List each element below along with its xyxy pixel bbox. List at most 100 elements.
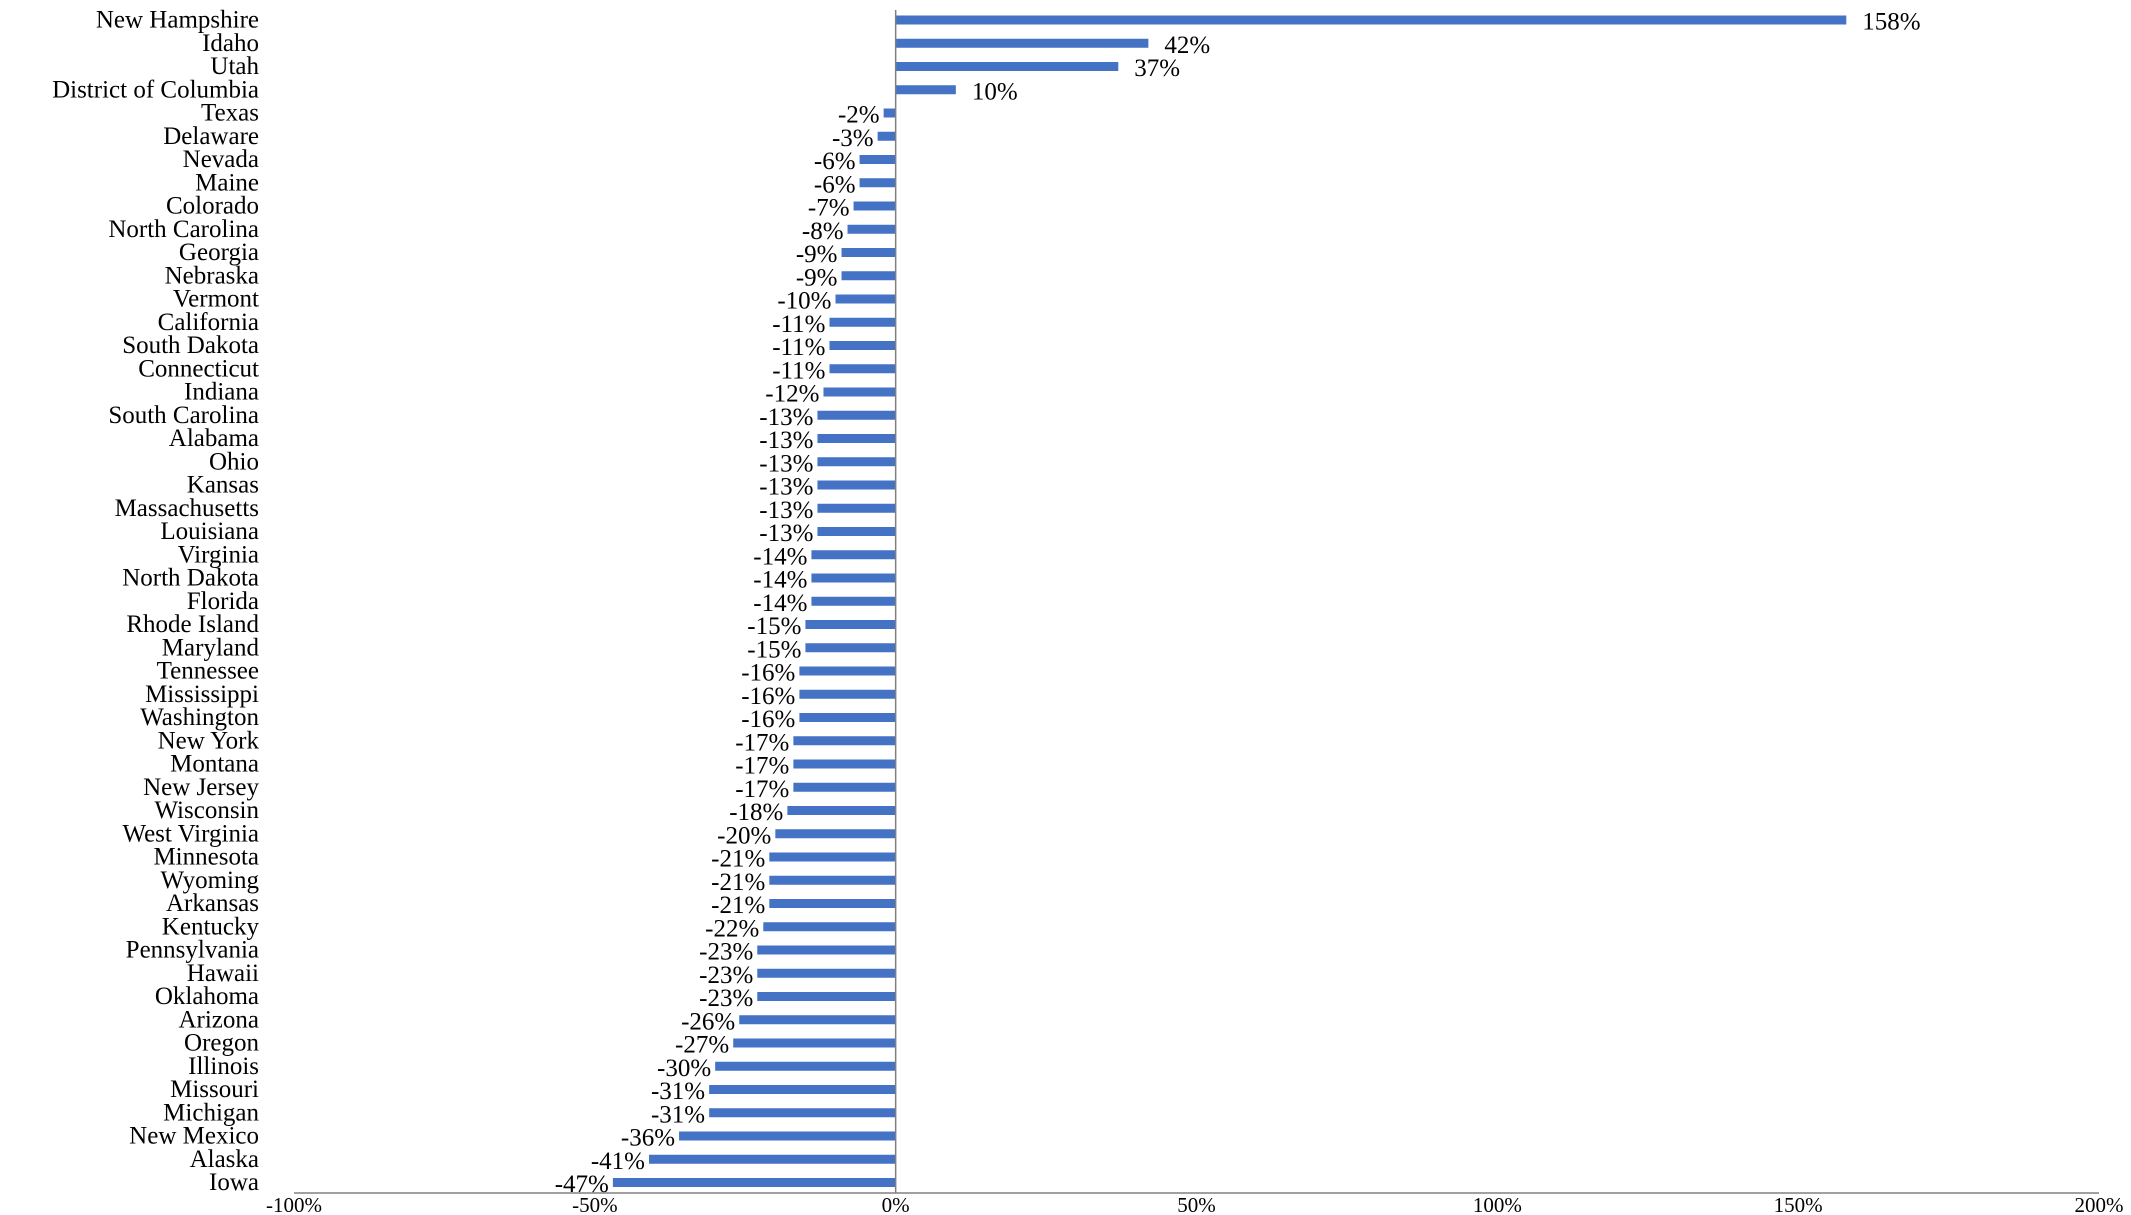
value-label-maryland: -15% xyxy=(747,636,801,663)
bar-georgia xyxy=(841,248,896,257)
category-label-virginia: Virginia xyxy=(178,541,259,568)
value-label-delaware: -3% xyxy=(832,125,874,152)
category-label-arizona: Arizona xyxy=(178,1006,259,1033)
value-label-new-hampshire: 158% xyxy=(1862,9,1920,36)
value-label-louisiana: -13% xyxy=(759,520,813,547)
x-tick-label: -100% xyxy=(266,1193,322,1215)
category-label-indiana: Indiana xyxy=(184,379,259,406)
category-label-georgia: Georgia xyxy=(179,239,259,266)
category-label-pennsylvania: Pennsylvania xyxy=(126,937,259,964)
category-label-hawaii: Hawaii xyxy=(187,960,259,987)
bar-alabama xyxy=(817,434,896,443)
category-label-new-mexico: New Mexico xyxy=(129,1123,259,1150)
value-label-idaho: 42% xyxy=(1164,32,1210,59)
bar-new-jersey xyxy=(793,782,896,792)
category-label-louisiana: Louisiana xyxy=(160,518,259,545)
bar-virginia xyxy=(811,550,896,560)
value-label-south-dakota: -11% xyxy=(772,334,825,361)
value-label-oklahoma: -23% xyxy=(699,985,753,1012)
value-label-washington: -16% xyxy=(741,706,795,733)
category-label-kentucky: Kentucky xyxy=(162,913,260,940)
x-tick-label: 200% xyxy=(2075,1193,2124,1215)
value-label-mississippi: -16% xyxy=(741,683,795,710)
value-label-maine: -6% xyxy=(814,171,856,198)
category-label-south-carolina: South Carolina xyxy=(108,402,259,429)
value-label-california: -11% xyxy=(772,311,825,338)
value-label-kansas: -13% xyxy=(759,474,813,501)
category-label-ohio: Ohio xyxy=(209,448,259,475)
bar-washington xyxy=(799,713,896,722)
value-labels-group: 158%42%37%10%-2%-3%-6%-6%-7%-8%-9%-9%-10… xyxy=(555,9,1921,1199)
x-tick-label: 100% xyxy=(1473,1193,1522,1215)
value-label-connecticut: -11% xyxy=(772,357,825,384)
x-tick-label: 50% xyxy=(1177,1193,1216,1215)
value-label-nevada: -6% xyxy=(814,148,856,175)
x-tick-label: -50% xyxy=(572,1193,618,1215)
bar-florida xyxy=(811,596,896,606)
category-label-kansas: Kansas xyxy=(187,472,259,499)
category-label-illinois: Illinois xyxy=(188,1053,259,1080)
bar-missouri xyxy=(709,1085,896,1094)
value-label-pennsylvania: -23% xyxy=(699,939,753,966)
bar-montana xyxy=(793,759,896,769)
category-label-new-york: New York xyxy=(158,727,260,754)
bar-ohio xyxy=(817,457,896,467)
category-label-missouri: Missouri xyxy=(170,1076,259,1103)
value-label-colorado: -7% xyxy=(808,195,850,222)
category-label-nevada: Nevada xyxy=(183,146,259,173)
value-label-wisconsin: -18% xyxy=(729,799,783,826)
category-label-utah: Utah xyxy=(210,53,259,80)
category-label-north-dakota: North Dakota xyxy=(122,565,259,592)
bar-california xyxy=(829,317,896,327)
category-label-alaska: Alaska xyxy=(190,1146,259,1173)
bar-arizona xyxy=(739,1015,896,1025)
bar-south-dakota xyxy=(829,341,896,350)
bar-connecticut xyxy=(829,364,896,374)
value-label-texas: -2% xyxy=(838,102,880,129)
value-label-arkansas: -21% xyxy=(711,892,765,919)
value-label-michigan: -31% xyxy=(651,1101,705,1128)
bar-north-carolina xyxy=(847,224,896,234)
category-label-texas: Texas xyxy=(201,100,259,127)
bar-kansas xyxy=(817,480,896,490)
category-label-florida: Florida xyxy=(187,588,259,615)
bar-vermont xyxy=(835,294,896,304)
bar-north-dakota xyxy=(811,573,896,583)
value-label-florida: -14% xyxy=(753,590,807,617)
value-label-south-carolina: -13% xyxy=(759,404,813,431)
value-label-nebraska: -9% xyxy=(796,264,838,291)
bar-oklahoma xyxy=(757,992,896,1001)
value-label-north-carolina: -8% xyxy=(802,218,844,245)
x-tick-label: 150% xyxy=(1774,1193,1823,1215)
category-label-west-virginia: West Virginia xyxy=(122,820,259,847)
category-label-new-hampshire: New Hampshire xyxy=(96,7,259,34)
category-label-iowa: Iowa xyxy=(209,1169,259,1196)
bar-wyoming xyxy=(769,875,896,885)
bar-texas xyxy=(883,108,896,118)
bar-illinois xyxy=(715,1061,896,1071)
bar-south-carolina xyxy=(817,410,896,420)
category-label-arkansas: Arkansas xyxy=(166,890,259,917)
bar-rhode-island xyxy=(805,620,896,629)
bar-arkansas xyxy=(769,899,896,908)
bar-wisconsin xyxy=(787,806,896,815)
category-label-connecticut: Connecticut xyxy=(138,355,259,382)
bar-minnesota xyxy=(769,852,896,862)
category-label-north-carolina: North Carolina xyxy=(108,216,259,243)
category-label-montana: Montana xyxy=(170,751,259,778)
bar-hawaii xyxy=(757,968,896,978)
bar-pennsylvania xyxy=(757,945,896,955)
value-label-oregon: -27% xyxy=(675,1032,729,1059)
value-label-vermont: -10% xyxy=(777,288,831,315)
value-label-montana: -17% xyxy=(735,753,789,780)
category-label-new-jersey: New Jersey xyxy=(143,774,259,801)
bar-iowa xyxy=(612,1178,896,1187)
category-label-tennessee: Tennessee xyxy=(157,658,259,685)
bar-new-hampshire xyxy=(895,15,1847,25)
category-label-minnesota: Minnesota xyxy=(153,844,259,871)
bars-group xyxy=(612,15,1847,1187)
bar-district-of-columbia xyxy=(895,85,956,95)
category-label-maryland: Maryland xyxy=(162,634,260,661)
